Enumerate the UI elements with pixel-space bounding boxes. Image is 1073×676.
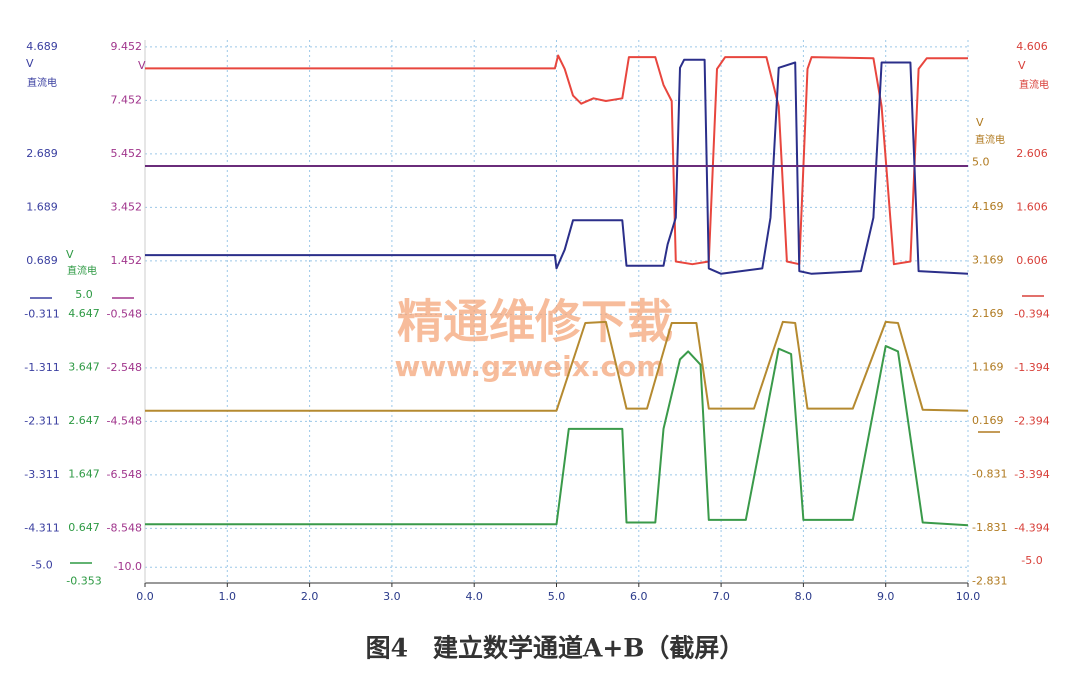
x-tick-label: 0.0 [136, 590, 154, 603]
trace [145, 345, 969, 527]
y-tick-label: -4.394 [1014, 522, 1049, 535]
y-tick-label: 3.169 [972, 253, 1004, 266]
y-tick-label: 0.647 [68, 521, 100, 534]
x-tick-label: 7.0 [712, 590, 730, 603]
y-tick-label: 4.647 [68, 307, 100, 320]
y-tick-label: -2.548 [107, 361, 142, 374]
y-tick-label: 1.452 [111, 254, 143, 267]
x-tick-label: 1.0 [219, 590, 237, 603]
y-tick-label: 5.0 [75, 288, 93, 301]
y-tick-label: -0.394 [1014, 308, 1049, 321]
y-axis-label: 直流电 [975, 133, 1005, 146]
y-axis-label: 直流电 [27, 76, 57, 89]
y-tick-label: 7.452 [111, 93, 143, 106]
y-tick-label: -2.311 [24, 414, 59, 427]
y-tick-label: 2.606 [1016, 147, 1048, 160]
y-tick-label: 1.647 [68, 468, 100, 481]
trace [145, 320, 969, 412]
y-tick-label: 2.689 [26, 147, 58, 160]
x-tick-label: 3.0 [383, 590, 401, 603]
x-tick-label: 5.0 [548, 590, 566, 603]
y-tick-label: 2.647 [68, 414, 100, 427]
y-tick-label: -1.311 [24, 361, 59, 374]
watermark-title: 精通维修下载 [397, 295, 673, 349]
y-tick-label: 1.689 [26, 201, 58, 214]
y-tick-label: -10.0 [114, 560, 142, 573]
x-tick-label: 4.0 [465, 590, 483, 603]
y-tick-label: -0.548 [107, 307, 142, 320]
y-tick-label: 2.169 [972, 307, 1004, 320]
y-tick-label: -0.831 [972, 467, 1007, 480]
y-axis-unit: V [976, 116, 984, 129]
x-tick-label: 9.0 [877, 590, 895, 603]
grid [144, 40, 969, 583]
y-tick-label: 4.606 [1016, 40, 1048, 53]
x-tick-label: 2.0 [301, 590, 319, 603]
y-axis-unit: V [66, 248, 74, 261]
y-tick-label: 0.169 [972, 414, 1004, 427]
y-axis-label: 直流电 [67, 264, 97, 277]
y-tick-label: 3.452 [111, 200, 143, 213]
channel-markers [30, 295, 1044, 564]
y-axis-unit: V [26, 57, 34, 70]
y-tick-label: -3.311 [24, 468, 59, 481]
y-tick-label: -8.548 [107, 521, 142, 534]
y-tick-label: -0.353 [66, 575, 101, 588]
trace [145, 58, 969, 275]
y-tick-label: -6.548 [107, 468, 142, 481]
y-tick-label: 5.0 [972, 156, 990, 169]
y-tick-label: 1.169 [972, 360, 1004, 373]
y-tick-label: 5.452 [111, 147, 143, 160]
y-tick-label: 4.689 [26, 40, 58, 53]
y-tick-label: 1.606 [1016, 201, 1048, 214]
caption: 图4 建立数学通道A+B（截屏） [366, 634, 745, 663]
y-tick-label: -0.311 [24, 307, 59, 320]
watermark-url: www.gzweix.com [395, 350, 666, 383]
y-tick-label: -5.0 [1021, 554, 1042, 567]
y-tick-label: -5.0 [31, 558, 52, 571]
y-tick-label: 0.606 [1016, 254, 1048, 267]
y-tick-label: -1.394 [1014, 361, 1049, 374]
y-tick-label: -3.394 [1014, 468, 1049, 481]
y-tick-label: 0.689 [26, 254, 58, 267]
y-tick-label: -2.831 [972, 574, 1007, 587]
y-axis-unit: V [138, 59, 146, 72]
y-tick-label: -4.311 [24, 521, 59, 534]
y-tick-label: -1.831 [972, 521, 1007, 534]
x-tick-label: 10.0 [956, 590, 981, 603]
y-axis-unit: V [1018, 59, 1026, 72]
y-tick-label: 4.169 [972, 200, 1004, 213]
x-tick-label: 8.0 [795, 590, 813, 603]
y-tick-label: 9.452 [111, 40, 143, 53]
y-tick-label: -4.548 [107, 414, 142, 427]
y-tick-label: 3.647 [68, 361, 100, 374]
y-axis-label: 直流电 [1019, 78, 1049, 91]
y-tick-label: -2.394 [1014, 415, 1049, 428]
x-tick-label: 6.0 [630, 590, 648, 603]
